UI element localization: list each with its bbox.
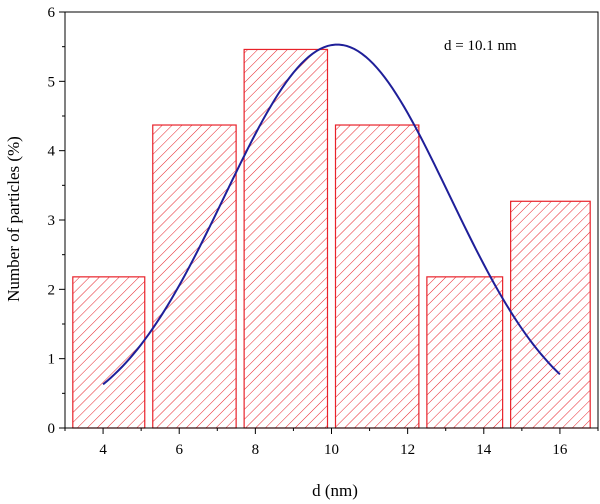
x-tick-label: 4: [99, 442, 107, 458]
y-tick-label: 6: [48, 5, 56, 21]
x-axis-title: d (nm): [312, 481, 358, 500]
y-tick-label: 1: [48, 352, 56, 368]
histogram-bar-1: [72, 276, 146, 429]
histogram-bar-4: [334, 124, 420, 429]
fit-curve-layer: [102, 43, 561, 386]
mean-size-annotation: d = 10.1 nm: [444, 38, 517, 54]
bars-layer: [72, 48, 591, 429]
x-tick-label: 8: [252, 442, 260, 458]
x-tick-label: 10: [324, 442, 339, 458]
y-tick-label: 2: [48, 282, 56, 298]
histogram-bar-3: [243, 48, 329, 429]
y-tick-label: 0: [48, 421, 56, 437]
y-tick-label: 3: [48, 213, 56, 229]
y-tick-label: 4: [48, 144, 56, 160]
x-tick-label: 14: [476, 442, 492, 458]
x-tick-label: 6: [175, 442, 183, 458]
histogram-bar-2: [152, 124, 237, 429]
x-tick-label: 12: [400, 442, 415, 458]
histogram-bar-5: [426, 276, 504, 429]
y-axis-title: Number of particles (%): [4, 136, 23, 302]
gaussian-fit-curve: [102, 43, 561, 386]
x-tick-label: 16: [552, 442, 568, 458]
histogram-bar-6: [510, 200, 591, 429]
y-tick-label: 5: [48, 74, 56, 90]
